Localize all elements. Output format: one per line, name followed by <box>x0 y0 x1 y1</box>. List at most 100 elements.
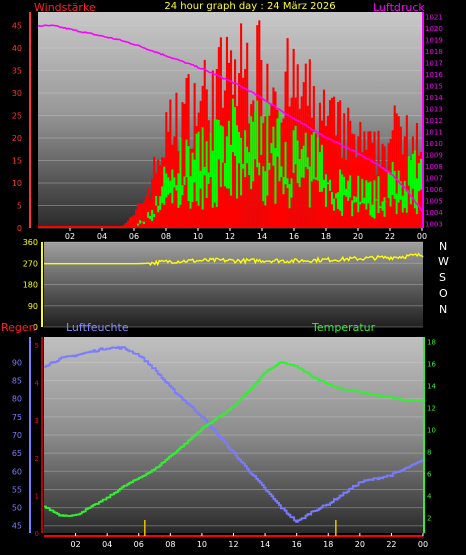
rain-axis-title: Regen <box>1 321 36 334</box>
humidity-tick-label: 45 <box>12 522 22 531</box>
temperature-tick-label: 10 <box>427 426 436 434</box>
wind-tick-label: 20 <box>12 134 22 143</box>
compass-n-top: N <box>439 240 447 253</box>
wind-x-tick-label: 02 <box>65 232 75 241</box>
pressure-tick-label: 1006 <box>425 186 443 194</box>
direction-tick-label: 90 <box>28 302 38 311</box>
pressure-line <box>37 24 423 212</box>
humidity-tick-label: 85 <box>12 377 22 386</box>
wind-tick-label: 0 <box>17 224 22 233</box>
wind-x-tick-label: 00 <box>417 232 427 241</box>
bottom-x-tick-label: 16 <box>292 540 302 549</box>
bottom-x-tick-label: 00 <box>418 540 428 549</box>
bottom-x-tick-label: 10 <box>197 540 207 549</box>
humidity-tick-label: 80 <box>12 395 22 404</box>
temperature-tick-label: 6 <box>427 471 432 479</box>
pressure-tick-label: 1013 <box>425 106 443 114</box>
humidity-tick-label: 60 <box>12 467 22 476</box>
wind-x-tick-label: 14 <box>257 232 267 241</box>
humidity-tick-label: 50 <box>12 504 22 513</box>
pressure-tick-label: 1015 <box>425 83 443 91</box>
wind-x-tick-label: 18 <box>321 232 331 241</box>
direction-line <box>44 252 424 267</box>
temperature-tick-label: 2 <box>427 515 431 523</box>
pressure-tick-label: 1018 <box>425 48 443 56</box>
rain-tick-label: 1 <box>35 492 39 500</box>
temperature-axis-title: Temperatur <box>311 321 376 334</box>
rain-tick-label: 2 <box>35 455 39 463</box>
pressure-tick-label: 1003 <box>425 220 443 228</box>
bottom-x-tick-label: 02 <box>70 540 80 549</box>
pressure-tick-label: 1014 <box>425 94 443 102</box>
wind-x-tick-label: 06 <box>129 232 139 241</box>
temperature-tick-label: 4 <box>427 493 432 501</box>
wind-x-tick-label: 08 <box>161 232 171 241</box>
pressure-tick-label: 1017 <box>425 60 443 68</box>
direction-series <box>44 252 424 267</box>
wind-tick-label: 25 <box>12 112 22 121</box>
rain-tick-label: 0 <box>35 530 39 538</box>
wind-tick-label: 15 <box>12 157 22 166</box>
wind-x-tick-label: 22 <box>385 232 395 241</box>
bottom-x-tick-label: 22 <box>386 540 396 549</box>
pressure-tick-label: 1004 <box>425 209 443 217</box>
wind-tick-label: 45 <box>12 22 22 31</box>
direction-tick-label: 360 <box>23 238 38 247</box>
pressure-tick-label: 1009 <box>425 151 443 159</box>
temperature-tick-label: 14 <box>427 382 436 390</box>
pressure-tick-label: 1010 <box>425 140 443 148</box>
rain-tick-label: 3 <box>35 417 39 425</box>
axes: 0510152025303540451003100410051006100710… <box>12 12 443 549</box>
rain-tick-label: 5 <box>35 342 39 350</box>
temperature-line <box>44 361 424 517</box>
wind-x-tick-label: 20 <box>353 232 363 241</box>
compass-n-bottom: N <box>439 303 447 316</box>
compass-w: W <box>438 255 449 268</box>
pressure-tick-label: 1012 <box>425 117 443 125</box>
humidity-tick-label: 65 <box>12 449 22 458</box>
wind-x-tick-label: 04 <box>97 232 107 241</box>
chart-title: 24 hour graph day : 24 März 2026 <box>164 1 335 12</box>
wind-tick-label: 30 <box>12 89 22 98</box>
bottom-x-tick-label: 18 <box>323 540 333 549</box>
temperature-tick-label: 12 <box>427 404 436 412</box>
wind-x-tick-label: 16 <box>289 232 299 241</box>
wind-x-tick-label: 10 <box>193 232 203 241</box>
wind-tick-label: 5 <box>17 202 22 211</box>
humidity-axis-title: Luftfeuchte <box>66 321 129 334</box>
temperature-tick-label: 18 <box>427 338 436 346</box>
direction-plot-area <box>44 242 423 327</box>
compass-o: O <box>439 287 448 300</box>
pressure-axis-title: Luftdruck <box>373 1 425 14</box>
wind-series <box>38 20 423 228</box>
pressure-tick-label: 1020 <box>425 25 443 33</box>
bottom-x-tick-label: 12 <box>228 540 238 549</box>
temperature-tick-label: 8 <box>427 449 431 457</box>
humidity-tick-label: 55 <box>12 485 22 494</box>
humidity-tick-label: 75 <box>12 413 22 422</box>
pressure-tick-label: 1008 <box>425 163 443 171</box>
rain-tick-label: 4 <box>35 380 40 388</box>
wind-tick-label: 40 <box>12 44 22 53</box>
wind-tick-label: 35 <box>12 67 22 76</box>
bottom-x-tick-label: 20 <box>355 540 365 549</box>
bottom-x-tick-label: 08 <box>165 540 175 549</box>
pressure-tick-label: 1011 <box>425 128 443 136</box>
bottom-x-tick-label: 14 <box>260 540 270 549</box>
humidity-tick-label: 70 <box>12 431 22 440</box>
pressure-tick-label: 1021 <box>425 14 443 22</box>
humidity-tick-label: 90 <box>12 358 22 367</box>
pressure-tick-label: 1005 <box>425 197 443 205</box>
temperature-tick-label: 16 <box>427 360 436 368</box>
pressure-tick-label: 1007 <box>425 174 443 182</box>
compass-s: S <box>439 271 446 284</box>
bottom-x-tick-label: 04 <box>102 540 112 549</box>
direction-tick-label: 180 <box>23 281 38 290</box>
humidity-line <box>44 346 424 523</box>
wind-tick-label: 10 <box>12 179 22 188</box>
direction-tick-label: 0 <box>33 323 38 332</box>
wind-x-tick-label: 12 <box>225 232 235 241</box>
direction-tick-label: 270 <box>23 259 38 268</box>
pressure-tick-label: 1019 <box>425 37 443 45</box>
